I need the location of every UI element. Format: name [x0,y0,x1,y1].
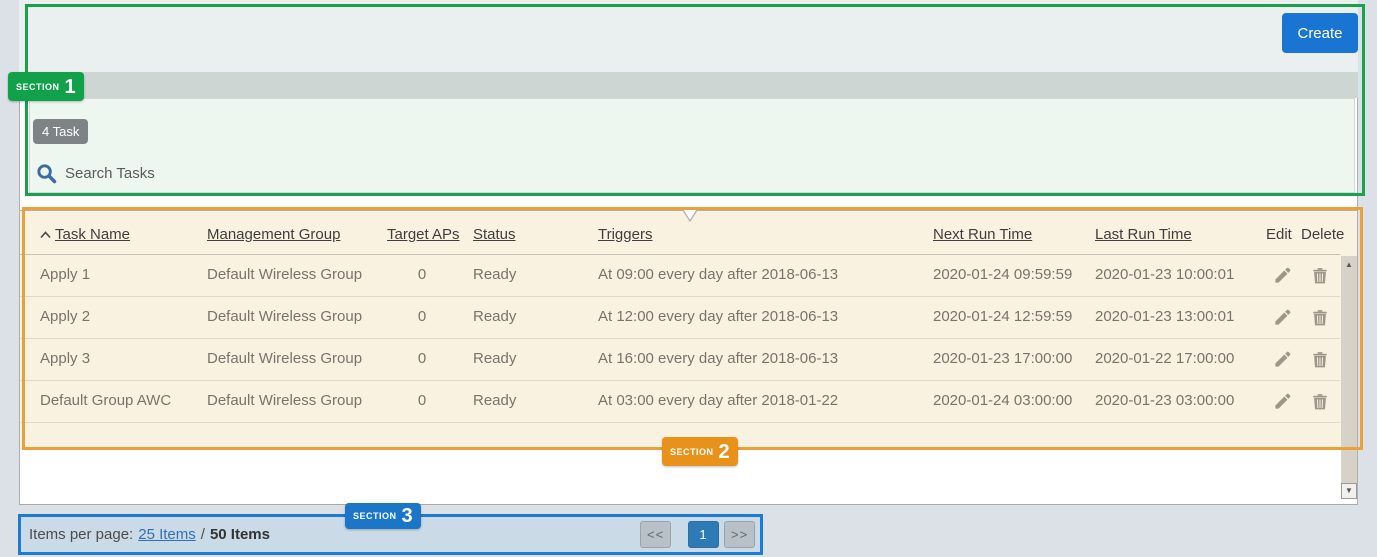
first-page-button[interactable]: << [640,521,671,548]
table-row: Default Group AWC Default Wireless Group… [20,381,1340,423]
table-row: Apply 2 Default Wireless Group 0 Ready A… [20,297,1340,339]
table-body: Apply 1 Default Wireless Group 0 Ready A… [20,255,1340,423]
scroll-down-icon[interactable]: ▼ [1341,483,1357,499]
search-placeholder: Search Tasks [65,164,155,182]
vertical-scrollbar[interactable]: ▲ [1341,256,1357,499]
cell-triggers: At 16:00 every day after 2018-06-13 [598,350,839,367]
pencil-icon [1273,350,1292,369]
cell-task-name: Apply 2 [40,308,91,325]
edit-button[interactable] [1266,339,1298,380]
delete-button[interactable] [1301,339,1339,380]
items-per-page-label: Items per page: [29,526,134,543]
cell-next-run-time: 2020-01-24 12:59:59 [933,308,1073,325]
delete-button[interactable] [1301,297,1339,338]
total-items-label: 50 Items [209,526,270,543]
trash-icon [1311,351,1329,369]
cell-status: Ready [473,392,517,409]
cell-last-run-time: 2020-01-23 03:00:00 [1095,392,1235,409]
edit-button[interactable] [1266,297,1298,338]
pencil-icon [1273,266,1292,285]
search-icon [36,163,57,184]
sort-ascending-icon [40,231,51,239]
cell-last-run-time: 2020-01-23 13:00:01 [1095,308,1235,325]
column-header-management-group[interactable]: Management Group [207,226,341,243]
cell-status: Ready [473,350,517,367]
cell-target-aps: 0 [417,308,427,325]
page-size-link[interactable]: 25 Items [138,526,196,543]
current-page-button[interactable]: 1 [688,521,719,548]
column-header-target-aps[interactable]: Target APs [387,226,460,243]
column-header-task-name[interactable]: Task Name [55,226,131,243]
delete-button[interactable] [1301,255,1339,296]
table-header-row: Task Name Management Group Target APs St… [20,211,1344,255]
table-row: Apply 1 Default Wireless Group 0 Ready A… [20,255,1340,297]
cell-last-run-time: 2020-01-23 10:00:01 [1095,266,1235,283]
items-separator: / [200,526,205,543]
cell-status: Ready [473,308,517,325]
cell-target-aps: 0 [417,266,427,283]
pencil-icon [1273,392,1292,411]
cell-target-aps: 0 [417,392,427,409]
cell-task-name: Apply 1 [40,266,91,283]
task-count-label: 4 Task [42,124,80,139]
column-header-next-run-time[interactable]: Next Run Time [933,226,1033,243]
pagination-bar: Items per page: 25 Items / 50 Items << 1… [18,514,763,555]
collapse-notch-icon[interactable] [668,210,712,223]
column-header-triggers[interactable]: Triggers [598,226,653,243]
cell-triggers: At 03:00 every day after 2018-01-22 [598,392,839,409]
items-per-page: Items per page: 25 Items / 50 Items [29,517,270,552]
scroll-up-icon[interactable]: ▲ [1345,260,1353,269]
trash-icon [1311,267,1329,285]
cell-triggers: At 09:00 every day after 2018-06-13 [598,266,839,283]
cell-status: Ready [473,266,517,283]
column-header-last-run-time[interactable]: Last Run Time [1095,226,1192,243]
trash-icon [1311,393,1329,411]
column-header-status[interactable]: Status [473,226,516,243]
trash-icon [1311,309,1329,327]
pencil-icon [1273,308,1292,327]
task-table [20,210,1357,449]
last-page-button[interactable]: >> [724,521,755,548]
edit-button[interactable] [1266,255,1298,296]
cell-task-name: Default Group AWC [40,392,172,409]
table-row: Apply 3 Default Wireless Group 0 Ready A… [20,339,1340,381]
column-header-edit: Edit [1266,226,1292,243]
task-count-badge: 4 Task [33,119,89,144]
search-input[interactable]: Search Tasks [36,161,155,185]
panel-header-band[interactable] [19,72,1358,98]
cell-task-name: Apply 3 [40,350,91,367]
cell-last-run-time: 2020-01-22 17:00:00 [1095,350,1235,367]
cell-triggers: At 12:00 every day after 2018-06-13 [598,308,839,325]
create-button[interactable]: Create [1282,13,1358,53]
column-header-delete: Delete [1301,226,1345,243]
delete-button[interactable] [1301,381,1339,422]
cell-next-run-time: 2020-01-24 09:59:59 [933,266,1073,283]
cell-target-aps: 0 [417,350,427,367]
filter-panel [29,98,1355,193]
edit-button[interactable] [1266,381,1298,422]
cell-next-run-time: 2020-01-24 03:00:00 [933,392,1073,409]
cell-management-group: Default Wireless Group [207,308,363,325]
toolbar [19,0,1358,72]
cell-management-group: Default Wireless Group [207,350,363,367]
cell-management-group: Default Wireless Group [207,392,363,409]
cell-next-run-time: 2020-01-23 17:00:00 [933,350,1073,367]
cell-management-group: Default Wireless Group [207,266,363,283]
